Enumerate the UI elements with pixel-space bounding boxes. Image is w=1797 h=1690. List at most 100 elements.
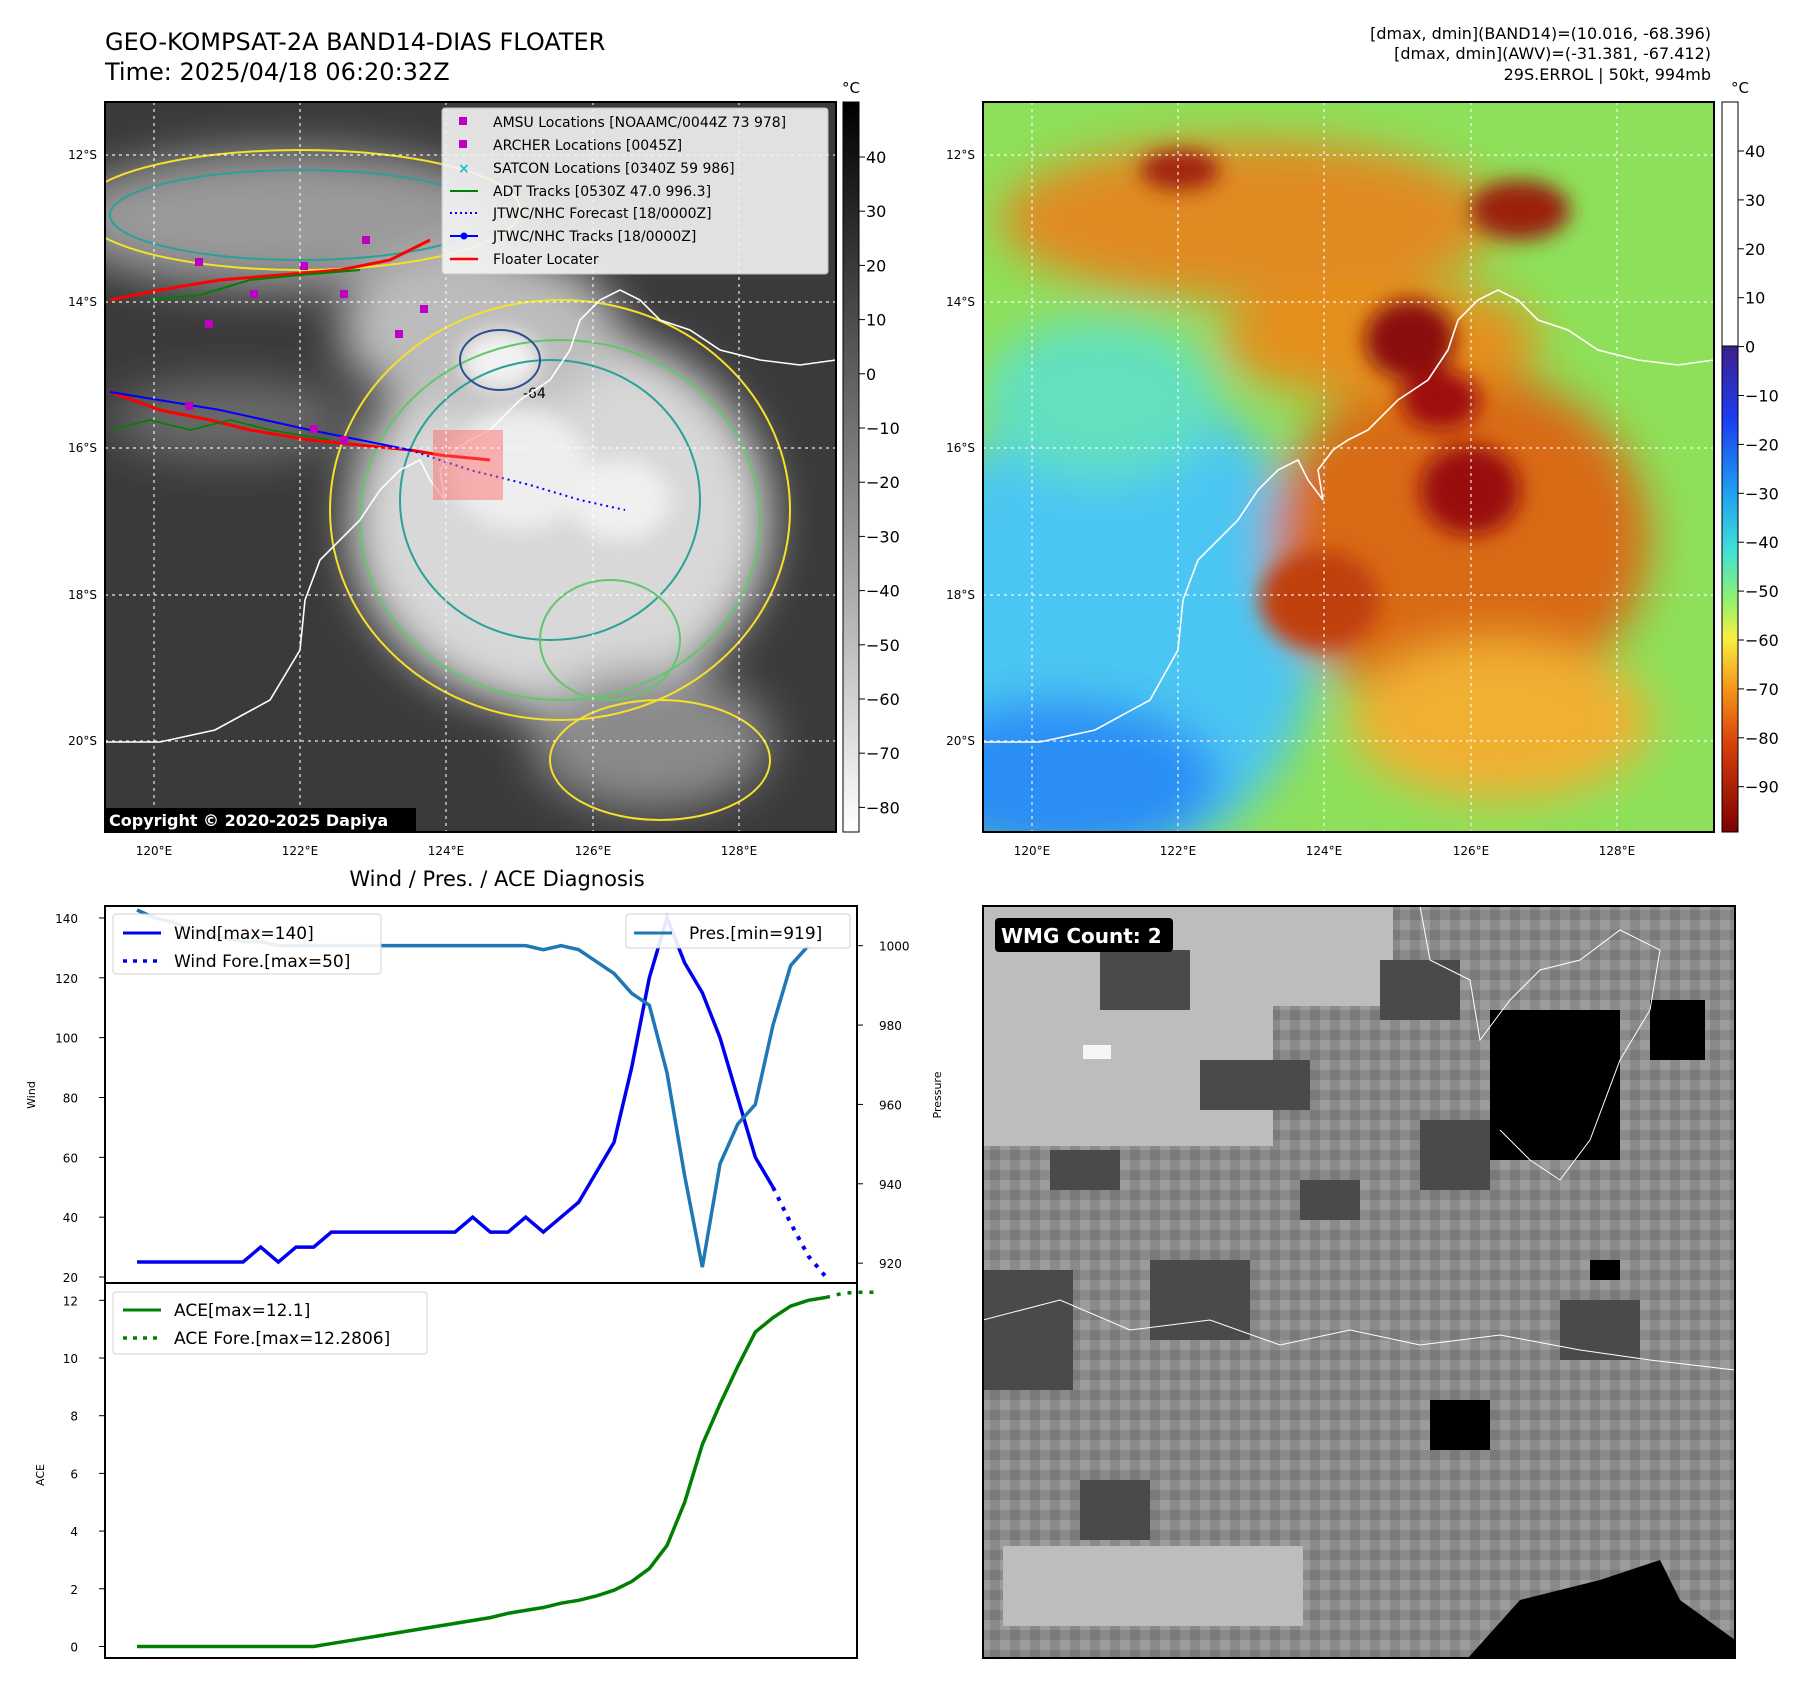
color-colorbar [1721,345,1739,833]
pressure-axis-label: Pressure [931,1071,944,1118]
wmg-count-label: WMG Count: 2 [1001,924,1162,948]
lon-tick-label: 120°E [136,844,173,858]
colorbar-tick-label: 40 [866,148,886,167]
map2-lat-ticks: 12°S 14°S 16°S 18°S 20°S [946,148,975,748]
colorbar-tick-label: 10 [866,311,886,330]
wmg-count-box [995,918,1173,952]
legend-ace-label: ACE[max=12.1] [174,1301,310,1321]
lat-tick-label: 14°S [68,295,97,309]
figure-time: Time: 2025/04/18 06:20:32Z [104,58,450,86]
legend-label-archer: ARCHER Locations [0045Z] [493,138,682,154]
ace-tick-label: 8 [70,1410,78,1424]
copyright-box [105,808,416,832]
colorbar-tick-label: 40 [1745,142,1765,161]
info-band14: [dmax, dmin](BAND14)=(10.016, -68.396) [1370,24,1711,43]
colorbar-tick-label: −70 [866,744,900,763]
pressure-tick-label: 980 [879,1019,902,1033]
colorbar-tick-label: 30 [866,202,886,221]
lat-tick-label: 12°S [946,148,975,162]
ace-tick-label: 6 [70,1467,78,1481]
map-legend: AMSU Locations [NOAAMC/0044Z 73 978] ARC… [441,107,829,275]
colorbar-tick-label: 10 [1745,289,1765,308]
colorbar-tick-label: −50 [1745,582,1779,601]
color-colorbar-ticks: 40 30 20 10 0 −10 −20 −30 −40 −50 −60 −70 −80 −90 [1738,142,1779,797]
colorbar-tick-label: 30 [1745,191,1765,210]
legend-label-forecast: JTWC/NHC Forecast [18/0000Z] [492,206,712,222]
gray-colorbar-ticks: 40 30 20 10 0 −10 −20 −30 −40 −50 −60 −70 −80 [859,148,900,817]
color-colorbar-positive [1721,101,1739,347]
lon-tick-label: 126°E [1453,844,1490,858]
legend-label-floater: Floater Locater [493,252,599,268]
colorbar-tick-label: −60 [866,690,900,709]
colorbar-tick-label: −40 [866,582,900,601]
wind-tick-label: 140 [55,912,78,926]
series-line-1 [771,1186,828,1279]
wind-tick-label: 80 [63,1091,78,1105]
ace-axis-label: ACE [34,1464,47,1486]
legend-wind-label: Wind[max=140] [174,924,314,944]
legend-label-amsu: AMSU Locations [NOAAMC/0044Z 73 978] [493,115,786,131]
colorbar-tick-label: 20 [866,256,886,275]
wmg-panel [983,906,1735,1658]
ace-tick-label: 12 [63,1294,78,1308]
colorbar-tick-label: −80 [866,798,900,817]
lon-tick-label: 124°E [428,844,465,858]
wind-axis-label: Wind [25,1081,38,1109]
info-awv: [dmax, dmin](AWV)=(-31.381, -67.412) [1394,44,1711,63]
legend-marker-satcon: × [458,161,470,177]
colorbar-tick-label: −50 [866,636,900,655]
lon-tick-label: 120°E [1014,844,1051,858]
colorbar-tick-label: −40 [1745,533,1779,552]
colorbar-tick-label: −10 [866,419,900,438]
colorbar-tick-label: −20 [1745,435,1779,454]
legend-ace-fore-label: ACE Fore.[max=12.2806] [174,1329,390,1349]
legend-pressure-label: Pres.[min=919] [689,924,822,944]
lon-tick-label: 126°E [575,844,612,858]
lat-tick-label: 18°S [68,588,97,602]
colorbar-tick-label: −10 [1745,387,1779,406]
colorbar-tick-label: −30 [866,527,900,546]
gray-colorbar [842,101,860,833]
wind-tick-label: 60 [63,1151,78,1165]
map1-lon-ticks: 120°E 122°E 124°E 126°E 128°E [136,844,758,858]
colorbar-tick-label: −20 [866,473,900,492]
lat-tick-label: 20°S [946,734,975,748]
legend-label-tracks: JTWC/NHC Tracks [18/0000Z] [492,229,696,245]
map2-lon-ticks: 120°E 122°E 124°E 126°E 128°E [1014,844,1636,858]
wind-tick-label: 100 [55,1032,78,1046]
lon-tick-label: 124°E [1306,844,1343,858]
wind-tick-label: 40 [63,1211,78,1225]
lat-tick-label: 18°S [946,588,975,602]
color-colorbar-unit: °C [1731,79,1749,97]
lon-tick-label: 122°E [1160,844,1197,858]
colorbar-tick-label: 20 [1745,240,1765,259]
ace-tick-label: 4 [70,1525,78,1539]
chart-title: Wind / Pres. / ACE Diagnosis [349,867,644,891]
lon-tick-label: 128°E [721,844,758,858]
map1-lat-ticks: 12°S 14°S 16°S 18°S 20°S [68,148,97,748]
ace-series-line-1 [825,1290,879,1300]
legend-marker-amsu [459,117,467,125]
color-map-panel [983,102,1714,832]
legend-label-satcon: SATCON Locations [0340Z 59 986] [493,161,735,177]
legend-marker-archer [459,140,467,148]
ace-tick-label: 0 [70,1640,78,1654]
legend-wind-fore-label: Wind Fore.[max=50] [174,952,350,972]
ace-chart: 0 2 4 6 8 10 12 ACE ACE[max=12.1] ACE Fore.[ma… [34,1282,879,1659]
ace-tick-label: 2 [70,1583,78,1597]
colorbar-tick-label: −90 [1745,778,1779,797]
wind-tick-label: 120 [55,972,78,986]
contour-label: -64 [523,386,546,402]
colorbar-tick-label: 0 [866,365,876,384]
lat-tick-label: 16°S [68,441,97,455]
lon-tick-label: 122°E [282,844,319,858]
gray-colorbar-unit: °C [842,79,860,97]
colorbar-tick-label: 0 [1745,338,1755,357]
lat-tick-label: 20°S [68,734,97,748]
lon-tick-label: 128°E [1599,844,1636,858]
colorbar-tick-label: −70 [1745,680,1779,699]
pressure-tick-label: 920 [879,1257,902,1271]
pressure-tick-label: 960 [879,1098,902,1112]
copyright-text: Copyright © 2020-2025 Dapiya [109,811,388,830]
